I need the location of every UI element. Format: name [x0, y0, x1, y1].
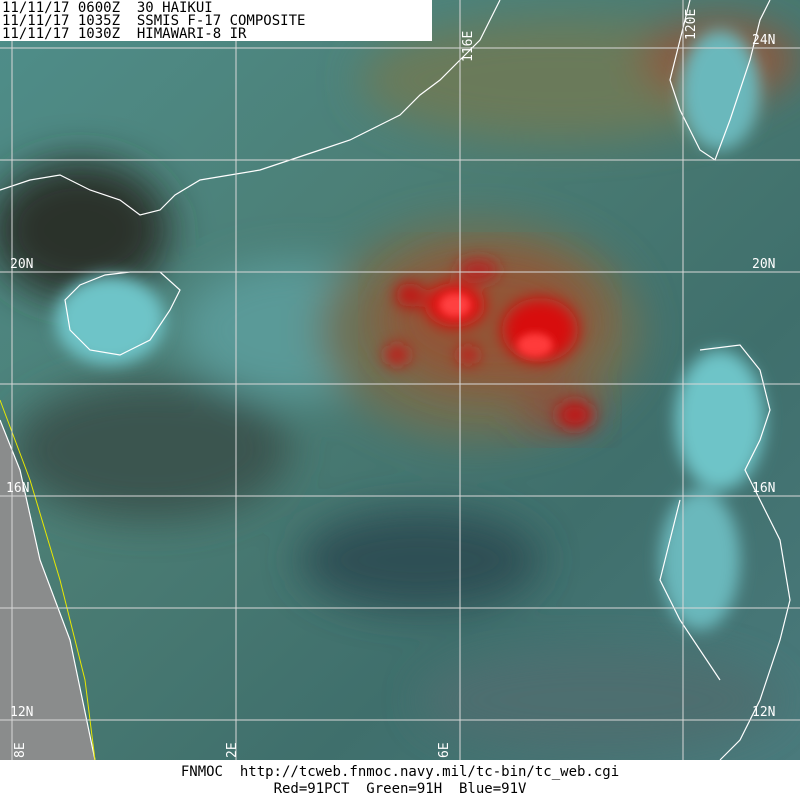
- lat-lon-grid: [0, 0, 800, 760]
- convection: [380, 250, 600, 430]
- land-cyan: [55, 30, 765, 630]
- lat-label: 12N: [752, 705, 775, 720]
- lon-label: 8E: [13, 742, 28, 758]
- land-gray: [0, 420, 95, 760]
- lat-label: 20N: [10, 257, 33, 272]
- lon-label: 120E: [684, 9, 699, 40]
- lon-label: 6E: [437, 742, 452, 758]
- lon-label: 116E: [461, 31, 476, 62]
- lat-label: 16N: [6, 481, 29, 496]
- header-line: 11/11/17 1035Z SSMIS F-17 COMPOSITE: [2, 13, 305, 29]
- lat-label: 24N: [752, 33, 775, 48]
- track-line: [0, 399, 96, 761]
- lat-label: 20N: [752, 257, 775, 272]
- footer-line: Red=91PCT Green=91H Blue=91V: [274, 781, 527, 797]
- footer-line: FNMOC http://tcweb.fnmoc.navy.mil/tc-bin…: [181, 764, 619, 780]
- header-line: 11/11/17 1030Z HIMAWARI-8 IR: [2, 26, 247, 42]
- header-line: 11/11/17 0600Z 30 HAIKUI: [2, 0, 213, 16]
- header-box: [0, 0, 432, 41]
- footer-box: [0, 760, 800, 800]
- lon-label: 2E: [225, 742, 240, 758]
- lat-label: 12N: [10, 705, 33, 720]
- coastline: [0, 0, 791, 761]
- lat-label: 16N: [752, 481, 775, 496]
